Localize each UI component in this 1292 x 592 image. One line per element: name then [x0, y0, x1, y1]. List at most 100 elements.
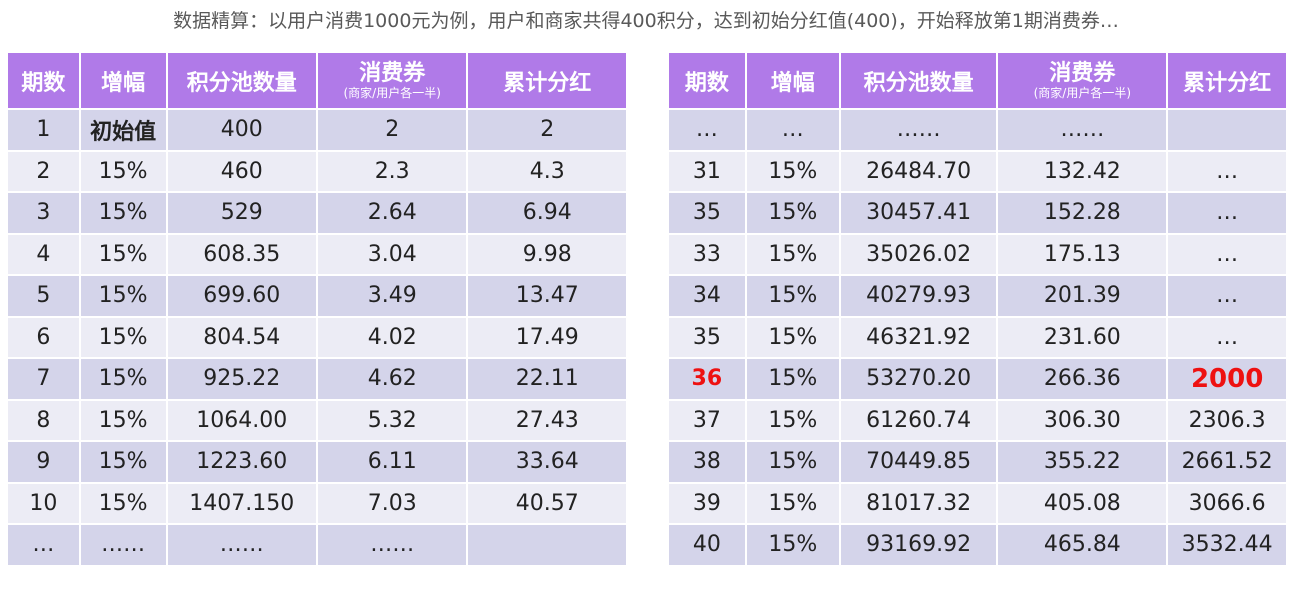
header-coupon-sublabel: (商家/用户各一半) — [1033, 85, 1132, 100]
header-coupon-label: 消费券 — [1049, 60, 1116, 86]
header-dividend: 累计分红 — [468, 53, 626, 108]
cell-growth: 15% — [80, 483, 166, 523]
cell-dividend: … — [1168, 193, 1286, 233]
header-period: 期数 — [8, 53, 79, 108]
cell-dividend: … — [1168, 317, 1286, 357]
cell-period: 34 — [669, 276, 745, 316]
cell-pool: 35026.02 — [840, 234, 997, 274]
cell-period: 39 — [669, 483, 745, 523]
cell-pool: 460 — [167, 151, 316, 191]
cell-growth: 15% — [746, 276, 839, 316]
cell-pool: 608.35 — [167, 234, 316, 274]
table-row: 4 15% 608.35 3.04 9.98 — [8, 234, 626, 274]
cell-dividend — [468, 525, 626, 565]
cell-dividend: 22.11 — [468, 359, 626, 399]
table-row: 35 15% 46321.92 231.60… — [669, 317, 1286, 357]
cell-coupon: 3.04 — [317, 234, 467, 274]
cell-pool: 70449.85 — [840, 442, 997, 482]
header-growth: 增幅 — [746, 53, 839, 108]
cell-period: 33 — [669, 234, 745, 274]
cell-period: 8 — [8, 400, 79, 440]
cell-pool: 925.22 — [167, 359, 316, 399]
cell-growth: 15% — [80, 317, 166, 357]
cell-growth: 15% — [80, 442, 166, 482]
cell-growth: 15% — [746, 442, 839, 482]
cell-dividend: 3532.44 — [1168, 525, 1286, 565]
cell-growth: 15% — [746, 359, 839, 399]
cell-growth: 15% — [746, 525, 839, 565]
table-row: 10 15% 1407.150 7.03 40.57 — [8, 483, 626, 523]
header-pool: 积分池数量 — [840, 53, 997, 108]
dividend-table-right: 期数 增幅 积分池数量 消费券 (商家/用户各一半) 累计分红 ……………… 31… — [667, 51, 1288, 567]
cell-period: 35 — [669, 317, 745, 357]
header-period: 期数 — [669, 53, 745, 108]
cell-period: 2 — [8, 151, 79, 191]
cell-growth: … — [746, 110, 839, 150]
cell-period: … — [8, 525, 79, 565]
cell-growth: 15% — [746, 234, 839, 274]
cell-dividend: 2306.3 — [1168, 400, 1286, 440]
page-title: 数据精算：以用户消费1000元为例，用户和商家共得400积分，达到初始分红值(4… — [173, 10, 1119, 32]
cell-growth: 15% — [746, 317, 839, 357]
cell-growth: 15% — [80, 276, 166, 316]
cell-pool: 30457.41 — [840, 193, 997, 233]
table-row: 39 15% 81017.32 405.08 3066.6 — [669, 483, 1286, 523]
cell-coupon: 152.28 — [998, 193, 1167, 233]
cell-pool: 53270.20 — [840, 359, 997, 399]
cell-dividend: 17.49 — [468, 317, 626, 357]
cell-pool: 61260.74 — [840, 400, 997, 440]
cell-coupon: 4.62 — [317, 359, 467, 399]
table-row: 37 15% 61260.74 306.30 2306.3 — [669, 400, 1286, 440]
cell-coupon: 4.02 — [317, 317, 467, 357]
cell-growth: 15% — [746, 193, 839, 233]
table-row: 9 15% 1223.60 6.11 33.64 — [8, 442, 626, 482]
cell-pool: 1223.60 — [167, 442, 316, 482]
cell-period: 40 — [669, 525, 745, 565]
cell-coupon: 2.64 — [317, 193, 467, 233]
cell-period: 37 — [669, 400, 745, 440]
table-row: 36 15% 53270.20 266.36 2000 — [669, 359, 1286, 399]
cell-dividend: 2000 — [1168, 359, 1286, 399]
cell-dividend: 40.57 — [468, 483, 626, 523]
cell-period: 1 — [8, 110, 79, 150]
cell-growth: 15% — [80, 193, 166, 233]
cell-coupon: 355.22 — [998, 442, 1167, 482]
header-growth: 增幅 — [80, 53, 166, 108]
cell-growth: 15% — [80, 151, 166, 191]
cell-coupon: 405.08 — [998, 483, 1167, 523]
cell-dividend: 33.64 — [468, 442, 626, 482]
cell-dividend: 2 — [468, 110, 626, 150]
cell-period: 10 — [8, 483, 79, 523]
cell-period: 9 — [8, 442, 79, 482]
cell-period: 35 — [669, 193, 745, 233]
cell-period: 5 — [8, 276, 79, 316]
dividend-table-left: 期数 增幅 积分池数量 消费券 (商家/用户各一半) 累计分红 1 初始值 400 2… — [6, 51, 628, 567]
header-coupon-sublabel: (商家/用户各一半) — [343, 85, 441, 100]
cell-growth: 15% — [746, 483, 839, 523]
cell-pool: …… — [840, 110, 997, 150]
table-row: ………………… — [8, 525, 626, 565]
cell-growth: 15% — [746, 400, 839, 440]
cell-growth: 15% — [80, 400, 166, 440]
table-row: 31 15% 26484.70 132.42… — [669, 151, 1286, 191]
table-row: 38 15% 70449.85 355.22 2661.52 — [669, 442, 1286, 482]
cell-pool: 1064.00 — [167, 400, 316, 440]
cell-dividend: 13.47 — [468, 276, 626, 316]
table-row: 35 15% 30457.41 152.28… — [669, 193, 1286, 233]
header-coupon-label: 消费券 — [359, 60, 426, 86]
cell-coupon: 201.39 — [998, 276, 1167, 316]
table-row: 7 15% 925.22 4.62 22.11 — [8, 359, 626, 399]
cell-pool: 804.54 — [167, 317, 316, 357]
cell-pool: 46321.92 — [840, 317, 997, 357]
cell-period: 6 — [8, 317, 79, 357]
cell-pool: 40279.93 — [840, 276, 997, 316]
cell-period: 38 — [669, 442, 745, 482]
table-row: 34 15% 40279.93 201.39… — [669, 276, 1286, 316]
cell-coupon: 6.11 — [317, 442, 467, 482]
header-coupon: 消费券 (商家/用户各一半) — [998, 53, 1167, 108]
table-row: ……………… — [669, 110, 1286, 150]
cell-coupon: 266.36 — [998, 359, 1167, 399]
header-pool: 积分池数量 — [167, 53, 316, 108]
cell-growth: …… — [80, 525, 166, 565]
cell-coupon: 2 — [317, 110, 467, 150]
